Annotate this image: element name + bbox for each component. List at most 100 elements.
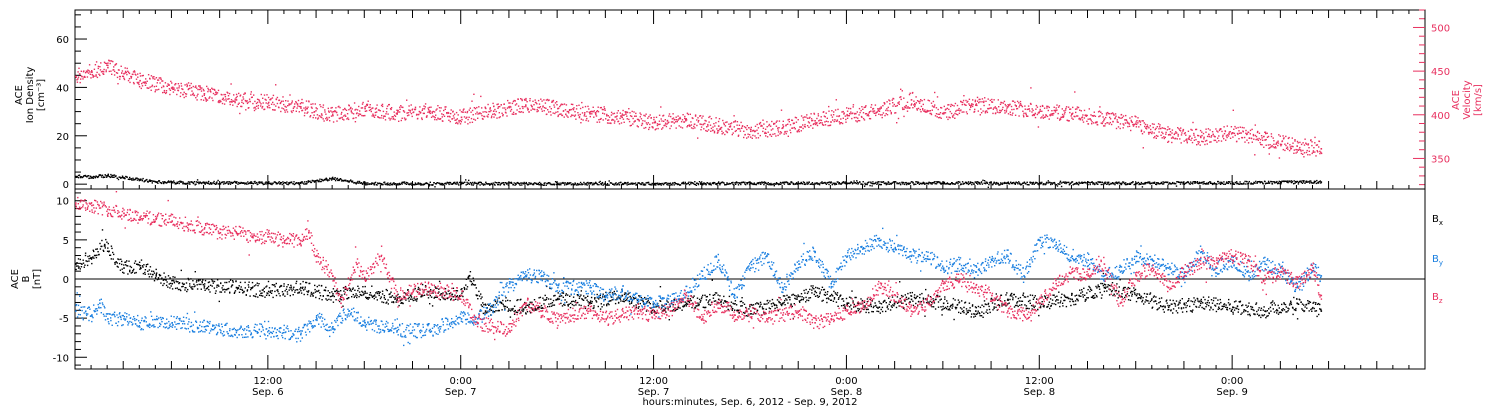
density-series-point [624,182,627,184]
density-series-point [554,183,556,185]
density-series-point [859,181,861,183]
density-series-point [603,183,605,185]
velocity-series-point [487,116,489,118]
density-series-point [1201,181,1203,184]
velocity-series-point [1267,135,1270,138]
velocity-series-point [1063,115,1065,117]
velocity-series-point [672,121,674,123]
velocity-series-point [603,106,605,108]
bx-series-point [173,282,176,284]
velocity-series-point [176,87,178,89]
velocity-series-point [1177,133,1179,136]
velocity-series-point [448,112,450,114]
velocity-series-point [917,100,920,103]
bx-series-point [139,268,141,270]
velocity-series-point [157,79,159,81]
bx-series-point [113,253,115,256]
density-series-point [633,183,635,185]
velocity-series-point [137,73,139,75]
velocity-series-point [989,99,991,102]
density-series-point [922,182,925,185]
velocity-series-point [110,60,112,62]
velocity-series-point [375,111,378,113]
density-series-point [1202,181,1204,183]
velocity-series-point [429,110,431,112]
density-series-point [946,182,949,184]
velocity-series-point [685,118,687,120]
density-series-point [1075,181,1078,184]
velocity-series-point [861,106,863,108]
density-series-point [437,182,439,184]
velocity-series-point [1223,133,1226,135]
velocity-series-point [1311,141,1313,143]
velocity-series-point [835,99,837,101]
velocity-series-point [1277,144,1279,147]
velocity-series-point [791,127,793,129]
density-series-point [686,183,688,185]
density-series-point [590,182,592,184]
density-series-point [319,180,321,183]
velocity-series-point [626,111,629,114]
density-series-point [213,180,215,183]
density-series-point [616,183,619,186]
velocity-series-point [621,113,623,115]
velocity-series-point [974,99,977,101]
density-series-point [1153,181,1156,183]
velocity-series-point [1141,133,1144,135]
velocity-series-point [1308,150,1310,152]
density-series-point [1111,182,1113,185]
density-series-point [639,183,641,185]
density-series-point [1121,182,1123,184]
velocity-series-point [1164,136,1166,139]
velocity-series-point [634,115,636,117]
density-series-point [151,182,153,184]
velocity-series-point [496,117,498,119]
velocity-series-point [1264,131,1267,133]
velocity-series-point [105,69,107,71]
velocity-series-point [176,93,178,96]
density-series-point [1074,183,1076,185]
velocity-series-point [683,121,686,123]
velocity-series-point [1105,116,1107,119]
density-series-point [1139,183,1142,185]
velocity-series-point [452,110,454,112]
density-series-point [247,181,249,183]
density-series-point [364,181,366,183]
velocity-series-point [502,115,504,117]
velocity-series-point [1093,114,1095,117]
density-series-point [186,182,189,184]
velocity-series-point [955,113,958,115]
velocity-series-point [719,128,722,130]
velocity-series-point [335,107,337,109]
velocity-series-point [806,117,809,119]
density-series-point [820,182,822,184]
velocity-series-point [756,123,758,126]
velocity-series-point [626,111,628,113]
density-series-point [89,175,92,177]
density-series-point [219,183,222,185]
bx-series-point [75,265,78,267]
velocity-series-point [411,115,413,118]
velocity-series-point [1082,114,1084,116]
velocity-series-point [664,122,667,124]
velocity-series-point [147,74,150,76]
density-series-point [1163,181,1165,184]
velocity-series-point [430,116,433,118]
bx-series-point [94,254,96,257]
bx-series-point [164,276,167,278]
velocity-series-point [737,128,739,130]
density-series-point [1290,180,1293,182]
bx-series-point [77,258,80,260]
density-series-point [449,181,452,184]
velocity-series-point [370,108,372,111]
velocity-series-point [829,124,832,126]
velocity-series-point [512,100,515,103]
density-series-point [1018,181,1020,183]
density-series-point [488,183,491,185]
density-series-point [1143,183,1145,185]
velocity-series-point [130,77,132,79]
velocity-series-point [1172,136,1174,138]
velocity-series-point [143,82,146,84]
velocity-series-point [793,126,796,129]
velocity-series-point [643,127,645,129]
